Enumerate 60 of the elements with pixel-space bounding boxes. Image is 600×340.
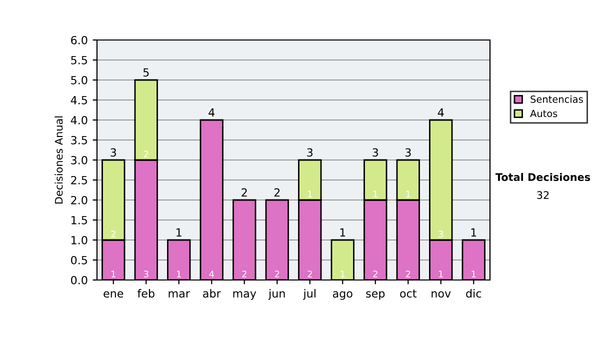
x-tick-label: dic	[466, 289, 482, 298]
data-label: 2	[406, 270, 410, 278]
y-tick-label: 6.0	[71, 36, 88, 44]
x-tick-label: feb	[137, 289, 154, 298]
total-label: 3	[405, 148, 411, 157]
data-label: 1	[373, 190, 378, 198]
data-label: 2	[274, 270, 280, 278]
data-label: 1	[406, 190, 410, 198]
data-label: 2	[111, 230, 116, 238]
y-tick-label: 1.5	[72, 216, 87, 224]
legend-label: Autos	[530, 110, 558, 118]
data-label: 1	[472, 270, 476, 278]
y-axis-title: Decisiones Anual	[54, 116, 63, 204]
data-label: 1	[340, 270, 345, 278]
data-label: 3	[144, 270, 148, 278]
y-tick-label: 5.5	[71, 56, 87, 64]
data-label: 3	[438, 230, 444, 238]
x-tick-label: ago	[332, 291, 352, 300]
total-label: 1	[471, 228, 476, 236]
y-tick-label: 3.5	[71, 136, 87, 144]
total-label: 3	[110, 148, 116, 157]
data-label: 2	[373, 270, 378, 278]
legend-label: Sentencias	[530, 95, 583, 103]
total-label: 2	[274, 188, 280, 196]
data-label: 2	[144, 150, 148, 158]
x-tick-label: sep	[366, 291, 385, 300]
y-tick-label: 4.0	[70, 116, 88, 124]
data-label: 1	[176, 270, 181, 278]
y-tick-label: 5.0	[71, 76, 88, 84]
data-label: 1	[111, 270, 116, 278]
x-tick-label: abr	[203, 289, 221, 298]
y-tick-label: 3.0	[71, 156, 88, 164]
data-label: 2	[242, 270, 246, 278]
total-label: 5	[143, 68, 149, 77]
total-label: 3	[307, 148, 313, 157]
x-tick-label: jul	[303, 289, 316, 300]
data-label: 1	[438, 270, 443, 278]
data-label: 1	[308, 190, 312, 198]
x-tick-label: oct	[400, 290, 416, 298]
x-tick-label: jun	[268, 289, 285, 300]
y-tick-label: 1.0	[72, 236, 88, 244]
data-label: 4	[209, 270, 214, 278]
y-tick-label: 0.5	[71, 256, 87, 264]
text: 32	[537, 191, 549, 200]
total-label: 3	[372, 148, 378, 157]
x-tick-label: ene	[104, 291, 124, 298]
data-label: 2	[308, 270, 312, 278]
y-tick-label: 2.0	[71, 196, 88, 204]
total-label: 1	[176, 228, 182, 236]
total-label: 4	[208, 108, 215, 116]
total-label: 1	[340, 228, 346, 236]
total-label: 4	[438, 108, 444, 116]
x-tick-label: mar	[168, 291, 190, 298]
y-tick-label: 4.5	[70, 96, 87, 104]
total-label: 2	[242, 188, 247, 196]
x-tick-label: nov	[432, 291, 451, 298]
y-tick-label: 2.5	[71, 176, 87, 184]
text: Total Decisiones	[495, 172, 590, 182]
x-tick-label: may	[233, 291, 256, 300]
y-tick-label: 0.0	[71, 276, 88, 284]
